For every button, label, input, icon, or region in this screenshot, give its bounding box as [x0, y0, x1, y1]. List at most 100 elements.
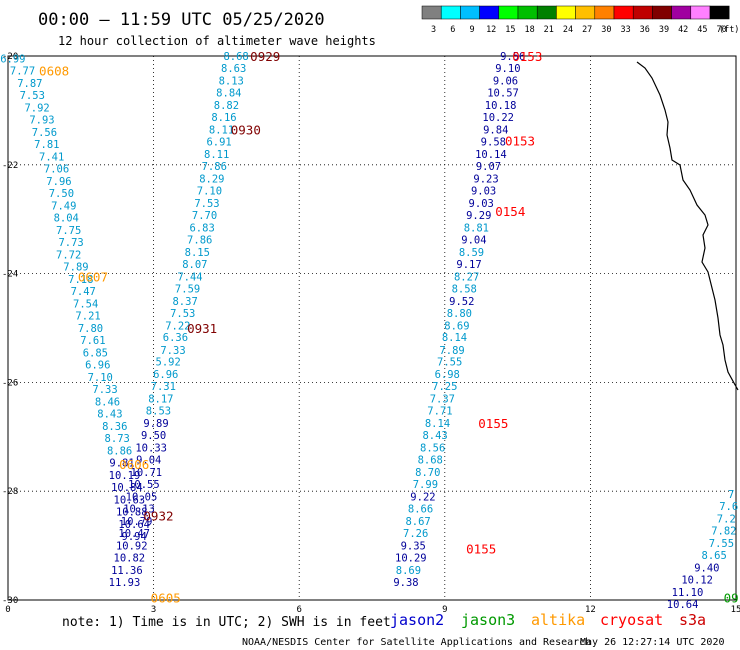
legend-jason3: jason3: [461, 611, 515, 629]
x-tick-label: 15: [731, 605, 740, 615]
colorbar-legend: 3 6 9 12 15 18 21 24 27 30 33 36 39 42 45 70(ft): [421, 5, 739, 35]
colorbar-swatch: [517, 5, 538, 20]
wave-height-value: 8.16: [211, 112, 236, 124]
wave-height-value: 8.59: [459, 247, 484, 259]
wave-height-value: 8.80: [447, 308, 472, 320]
wave-height-value: 10.79: [121, 516, 153, 528]
colorbar-label: 6: [450, 25, 455, 35]
time-label: 0155: [478, 416, 508, 431]
wave-height-value: 10.13: [123, 504, 155, 516]
wave-height-value: 11.10: [672, 587, 704, 599]
y-tick-label: -24: [2, 270, 18, 280]
time-label: 0605: [151, 590, 181, 605]
wave-height-value: 7.81: [34, 139, 59, 151]
wave-height-value: 10.88: [116, 506, 148, 518]
time-label: 0153: [505, 133, 535, 148]
wave-height-value: 10.33: [135, 443, 167, 455]
footer-note: note: 1) Time is in UTC; 2) SWH is in fe…: [62, 615, 391, 630]
wave-height-value: 7.71: [427, 406, 452, 418]
wave-height-value: 10.92: [116, 541, 148, 553]
wave-height-value: 8.15: [185, 247, 210, 259]
colorbar-label: 42: [678, 25, 688, 35]
colorbar-label: 27: [582, 25, 592, 35]
wave-height-value: 6.36: [163, 332, 188, 344]
wave-height-value: 9.56: [500, 51, 525, 63]
wave-height-value: 9.03: [469, 198, 494, 210]
wave-height-value: 6.83: [189, 222, 214, 234]
wave-height-value: 10.82: [114, 553, 146, 565]
time-label: 0929: [250, 49, 280, 64]
wave-height-value: 10.19: [109, 470, 141, 482]
wave-height-value: 7.53: [170, 308, 195, 320]
wave-height-value: 9.40: [694, 562, 719, 574]
colorbar-label: 21: [544, 25, 554, 35]
wave-height-value: 7.70: [192, 210, 217, 222]
wave-height-value: 10.55: [128, 479, 160, 491]
colorbar-label: 24: [563, 25, 573, 35]
wave-height-value: 9.89: [143, 418, 168, 430]
wave-height-value: 7.86: [202, 161, 227, 173]
wave-height-value: 7.75: [56, 225, 81, 237]
wave-height-value: 7.73: [58, 237, 83, 249]
wave-height-value: 6.96: [153, 369, 178, 381]
wave-height-value: 8.11: [209, 124, 234, 136]
wave-height-value: 6.91: [206, 136, 231, 148]
colorbar-label: 12: [486, 25, 496, 35]
wave-height-value: 8.69: [396, 565, 421, 577]
wave-height-value: 9.58: [481, 136, 506, 148]
wave-height-value: 7.25: [432, 381, 457, 393]
x-tick-label: 0: [5, 605, 10, 615]
colorbar-swatch: [652, 5, 672, 20]
colorbar-swatch: [440, 5, 461, 20]
wave-height-value: 9.29: [466, 210, 491, 222]
time-label: 0608: [39, 64, 69, 79]
wave-height-value: 10.47: [118, 528, 150, 540]
wave-height-value: 7.55: [709, 538, 734, 550]
wave-height-value: 8.68: [418, 455, 443, 467]
wave-height-value: 7.10: [197, 185, 222, 197]
wave-height-value: 9.38: [393, 577, 418, 589]
colorbar-swatch: [498, 5, 519, 20]
data-marks: 6.997.777.877.537.927.937.567.817.417.06…: [0, 49, 738, 611]
wave-height-value: 7.93: [29, 115, 54, 127]
y-tick-label: -22: [2, 161, 18, 171]
wave-height-value: 7.92: [24, 103, 49, 115]
chart-title: 00:00 – 11:59 UTC 05/25/2020: [38, 10, 325, 30]
colorbar-label: (ft): [719, 25, 739, 35]
wave-height-value: 8.81: [464, 222, 489, 234]
wave-height-value: 9.10: [495, 63, 520, 75]
colorbar-label: 70: [716, 25, 726, 35]
wave-height-value: 10.71: [131, 467, 163, 479]
time-label: 0607: [78, 269, 108, 284]
plot-frame: [7, 55, 737, 601]
wave-height-value: 7.56: [32, 127, 57, 139]
coastline: [636, 61, 739, 391]
wave-height-value: 7.54: [73, 299, 98, 311]
wave-height-value: 8.27: [454, 271, 479, 283]
wave-height-value: 6.85: [83, 347, 108, 359]
wave-height-value: 7.89: [63, 262, 88, 274]
wave-height-value: 10.64: [118, 519, 150, 531]
wave-height-value: 7.06: [44, 164, 69, 176]
time-label: 0606: [119, 457, 149, 472]
credit-left: NOAA/NESDIS Center for Satellite Applica…: [242, 637, 591, 648]
wave-height-value: 11.93: [109, 577, 141, 589]
wave-height-value: 9.52: [449, 296, 474, 308]
colorbar-swatch: [460, 5, 480, 20]
x-tick-label: 12: [585, 605, 596, 615]
x-tick-label: 9: [442, 605, 447, 615]
wave-height-value: 10.05: [126, 492, 158, 504]
wave-height-value: 7.33: [160, 345, 185, 357]
wave-height-value: 7.80: [78, 323, 103, 335]
time-label: 0932: [143, 509, 173, 524]
wave-height-value: 11.36: [111, 565, 143, 577]
colorbar-swatch: [575, 5, 596, 20]
wave-height-value: 8.36: [102, 421, 127, 433]
wave-height-value: 5.92: [156, 357, 181, 369]
colorbar-swatch: [632, 5, 653, 20]
wave-height-value: 8.14: [442, 332, 467, 344]
wave-height-value: 8.84: [216, 87, 241, 99]
wave-height-value: 7.96: [46, 176, 71, 188]
wave-height-value: 7.49: [51, 201, 76, 213]
